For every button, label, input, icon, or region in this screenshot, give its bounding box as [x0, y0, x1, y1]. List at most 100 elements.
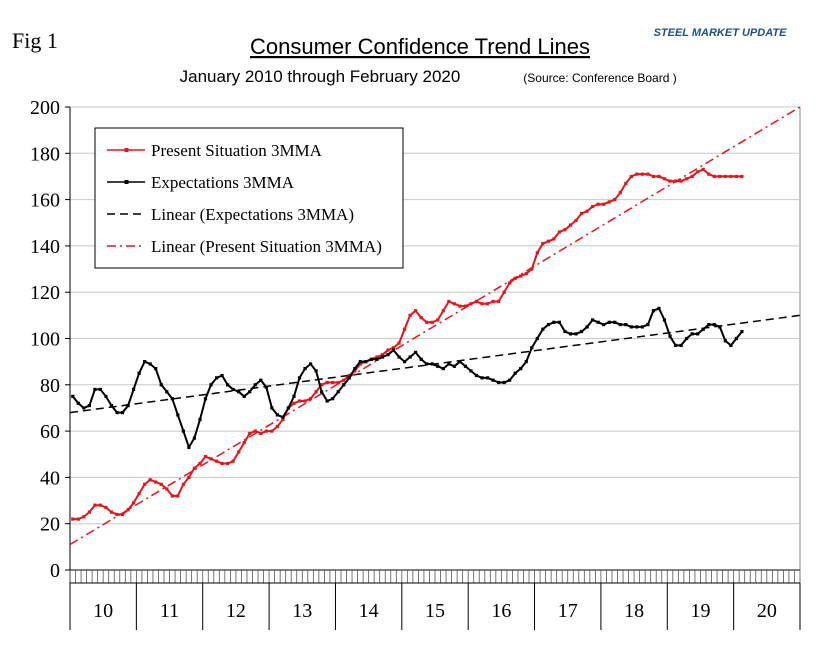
point-marker: [546, 239, 550, 243]
point-marker: [220, 373, 224, 378]
point-marker: [441, 309, 445, 313]
point-marker: [71, 517, 75, 521]
point-marker: [535, 336, 539, 341]
point-marker: [331, 397, 335, 401]
point-marker: [176, 494, 180, 498]
point-marker: [187, 475, 191, 479]
point-marker: [729, 174, 733, 179]
point-marker: [485, 376, 490, 380]
y-tick-label: 200: [30, 97, 60, 119]
source-note: (Source: Conference Board ): [523, 71, 676, 85]
chart-subtitle: January 2010 through February 2020: [180, 67, 461, 86]
point-marker: [209, 383, 213, 387]
point-marker: [535, 251, 539, 255]
point-marker: [154, 366, 158, 371]
point-marker: [436, 318, 440, 322]
point-marker: [391, 348, 396, 352]
point-marker: [248, 390, 252, 394]
legend-label: Linear (Expectations 3MMA): [151, 205, 354, 224]
point-marker: [87, 510, 91, 514]
point-marker: [563, 329, 567, 334]
point-marker: [701, 167, 705, 172]
point-marker: [646, 172, 650, 176]
point-marker: [126, 508, 130, 512]
point-marker: [165, 390, 169, 394]
point-marker: [469, 302, 473, 306]
point-marker: [624, 181, 628, 185]
point-marker: [98, 387, 103, 392]
point-marker: [297, 399, 302, 403]
point-marker: [502, 380, 506, 385]
point-marker: [579, 329, 584, 334]
y-tick-label: 0: [50, 560, 60, 582]
point-marker: [712, 174, 716, 179]
point-marker: [397, 341, 401, 345]
point-marker: [657, 174, 661, 179]
point-marker: [82, 406, 86, 410]
point-marker: [104, 394, 108, 398]
point-marker: [297, 376, 302, 380]
y-tick-label: 140: [30, 236, 60, 258]
point-marker: [342, 378, 346, 382]
x-group-label: 17: [558, 600, 578, 622]
point-marker: [485, 302, 490, 306]
point-marker: [447, 362, 451, 366]
point-marker: [646, 323, 650, 327]
point-marker: [673, 179, 678, 183]
point-marker: [248, 431, 252, 436]
point-marker: [87, 404, 91, 408]
point-marker: [303, 399, 307, 403]
point-marker: [131, 387, 136, 392]
point-marker: [358, 360, 362, 364]
point-marker: [419, 316, 423, 320]
point-marker: [701, 327, 705, 331]
y-tick-label: 160: [30, 190, 60, 212]
point-marker: [668, 334, 672, 338]
point-marker: [226, 461, 230, 466]
point-marker: [115, 512, 119, 517]
point-marker: [275, 413, 279, 417]
y-tick-label: 120: [30, 282, 60, 304]
point-marker: [170, 494, 174, 498]
point-marker: [253, 383, 257, 387]
point-marker: [198, 461, 202, 466]
point-marker: [618, 191, 622, 195]
point-marker: [491, 378, 495, 382]
y-tick-label: 100: [30, 329, 60, 351]
point-marker: [391, 346, 396, 350]
point-marker: [624, 323, 628, 327]
point-marker: [320, 390, 324, 394]
point-marker: [264, 385, 268, 389]
point-marker: [696, 332, 700, 336]
point-marker: [380, 355, 385, 359]
point-marker: [353, 369, 357, 373]
point-marker: [546, 323, 550, 327]
point-marker: [231, 459, 235, 463]
point-marker: [552, 237, 556, 241]
point-marker: [591, 204, 595, 209]
point-marker: [336, 380, 340, 385]
x-group-label: 14: [359, 600, 379, 622]
point-marker: [281, 415, 285, 419]
point-marker: [463, 364, 468, 368]
point-marker: [635, 325, 639, 329]
point-marker: [530, 346, 534, 350]
point-marker: [685, 336, 689, 341]
point-marker: [292, 401, 296, 405]
point-marker: [734, 336, 739, 341]
point-marker: [673, 343, 678, 348]
point-marker: [104, 505, 108, 510]
point-marker: [469, 369, 473, 373]
point-marker: [237, 390, 241, 394]
point-marker: [325, 399, 329, 403]
y-tick-label: 60: [40, 421, 60, 443]
point-marker: [662, 177, 667, 181]
point-marker: [574, 218, 578, 223]
legend-label: Present Situation 3MMA: [151, 141, 323, 160]
point-marker: [93, 503, 97, 507]
legend-marker: [124, 148, 129, 152]
point-marker: [192, 466, 197, 470]
point-marker: [441, 366, 445, 371]
legend-marker: [124, 180, 129, 184]
point-marker: [214, 459, 219, 463]
